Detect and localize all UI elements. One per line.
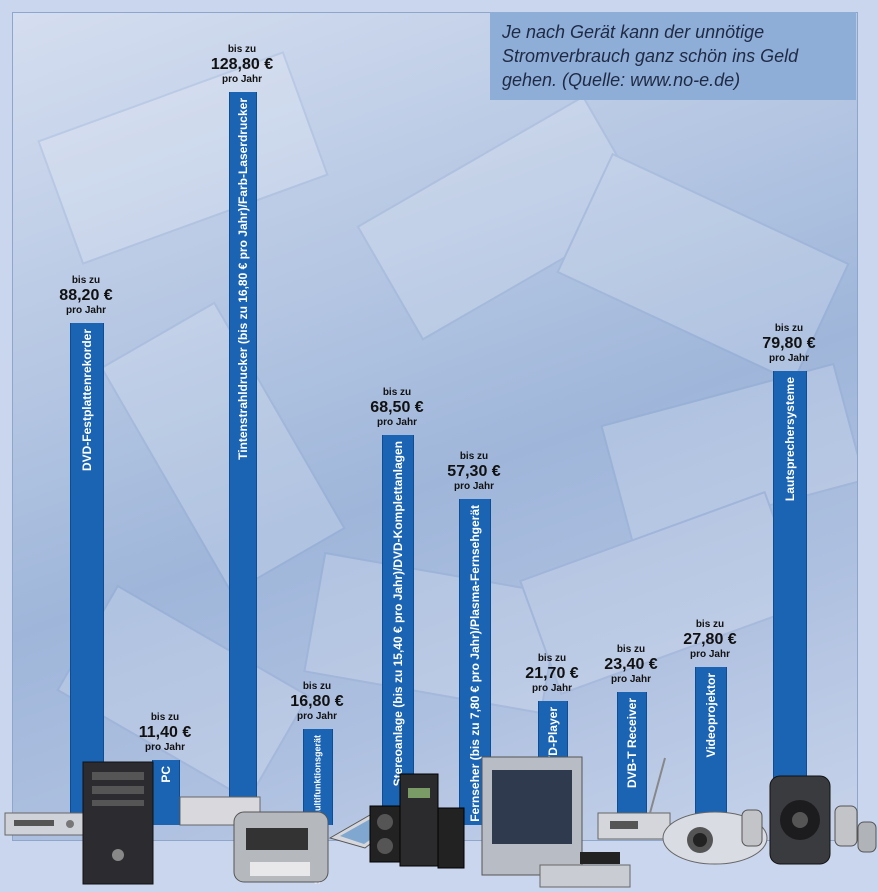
value-label-4: bis zu 16,80 € pro Jahr <box>262 681 372 723</box>
value-amount: 27,80 € <box>683 631 737 648</box>
value-amount: 57,30 € <box>447 463 501 480</box>
value-label-1: bis zu 88,20 € pro Jahr <box>31 275 141 317</box>
value-suffix: pro Jahr <box>453 481 494 492</box>
value-label-7: bis zu 21,70 € pro Jahr <box>497 653 607 695</box>
value-prefix: bis zu <box>382 387 412 398</box>
value-label-10: bis zu 79,80 € pro Jahr <box>734 323 844 365</box>
value-prefix: bis zu <box>695 619 725 630</box>
value-suffix: pro Jahr <box>689 649 730 660</box>
value-label-8: bis zu 23,40 € pro Jahr <box>576 644 686 686</box>
value-prefix: bis zu <box>227 44 257 55</box>
bar-4: Scanner sowie Multifunktionsgerät <box>303 729 333 884</box>
note-text: kann der unnötige Stromverbrauch ganz sc… <box>502 22 799 90</box>
projector-icon <box>662 811 768 865</box>
value-prefix: bis zu <box>302 681 332 692</box>
value-prefix: bis zu <box>537 653 567 664</box>
bar-5: Stereoanlage (bis zu 15,40 € pro Jahr)/D… <box>382 435 414 825</box>
bar-10: Lautsprechersysteme <box>773 371 807 825</box>
value-suffix: pro Jahr <box>296 711 337 722</box>
value-label-2: bis zu 11,40 € pro Jahr <box>110 712 220 754</box>
value-suffix: pro Jahr <box>376 417 417 428</box>
tv-icon <box>481 756 631 888</box>
value-suffix: pro Jahr <box>610 674 651 685</box>
value-suffix: pro Jahr <box>768 353 809 364</box>
printer-icon <box>179 796 329 883</box>
value-prefix: bis zu <box>616 644 646 655</box>
value-suffix: pro Jahr <box>65 305 106 316</box>
value-suffix: pro Jahr <box>221 74 262 85</box>
value-amount: 88,20 € <box>59 287 113 304</box>
value-prefix: bis zu <box>150 712 180 723</box>
value-prefix: bis zu <box>774 323 804 334</box>
value-label-5: bis zu 68,50 € pro Jahr <box>342 387 452 429</box>
value-label-3: bis zu 128,80 € pro Jahr <box>187 44 297 86</box>
value-amount: 23,40 € <box>604 656 658 673</box>
value-amount: 11,40 € <box>138 724 192 741</box>
pc-tower-icon <box>82 761 154 885</box>
value-suffix: pro Jahr <box>144 742 185 753</box>
dvd-recorder-icon <box>4 812 84 836</box>
speaker-icon <box>741 775 877 865</box>
value-prefix: bis zu <box>71 275 101 286</box>
value-suffix: pro Jahr <box>531 683 572 694</box>
bar-1: DVD-Festplattenrekorder <box>70 323 104 825</box>
dvb-receiver-icon <box>597 757 671 840</box>
stereo-icon <box>369 773 465 869</box>
bar-9: Videoprojektor <box>695 667 727 825</box>
value-amount: 21,70 € <box>525 665 579 682</box>
bar-8: DVB-T Receiver <box>617 692 647 825</box>
source-note: Je nach Gerät kann der unnötige Stromver… <box>490 12 856 100</box>
value-amount: 68,50 € <box>370 399 424 416</box>
value-amount: 128,80 € <box>210 56 274 73</box>
bar-3: Tintenstrahldrucker (bis zu 16,80 € pro … <box>229 92 257 825</box>
value-prefix: bis zu <box>459 451 489 462</box>
value-amount: 79,80 € <box>762 335 816 352</box>
value-label-9: bis zu 27,80 € pro Jahr <box>655 619 765 661</box>
value-amount: 16,80 € <box>290 693 344 710</box>
note-highlight: Je nach Gerät <box>502 22 616 42</box>
value-label-6: bis zu 57,30 € pro Jahr <box>419 451 529 493</box>
